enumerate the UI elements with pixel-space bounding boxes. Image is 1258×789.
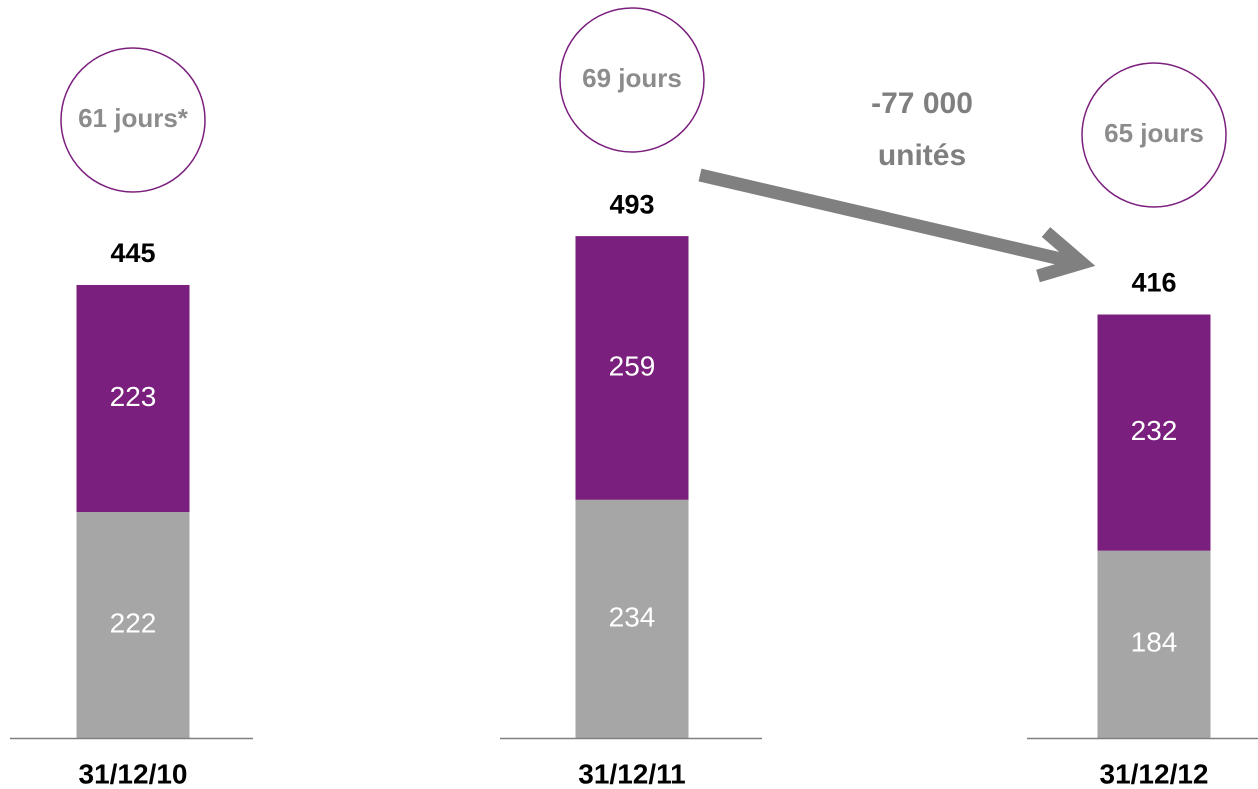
bar-segment bbox=[575, 499, 689, 738]
value-label: 234 bbox=[609, 601, 656, 632]
value-label: 232 bbox=[1131, 415, 1178, 446]
value-label: 184 bbox=[1131, 627, 1178, 658]
circle-badge bbox=[60, 47, 206, 193]
annotation: unités bbox=[878, 139, 966, 172]
arrow bbox=[698, 168, 1096, 283]
bar-segment bbox=[1097, 314, 1211, 551]
bar-segment bbox=[76, 512, 190, 738]
value-label: 259 bbox=[609, 350, 656, 381]
bar-segment bbox=[76, 284, 190, 513]
total-label: 445 bbox=[110, 238, 155, 268]
circle-label: 65 jours bbox=[1104, 118, 1204, 148]
value-label: 223 bbox=[110, 381, 157, 412]
x-tick-label: 31/12/12 bbox=[1100, 758, 1209, 789]
total-label: 416 bbox=[1131, 268, 1176, 298]
value-label: 222 bbox=[110, 607, 157, 638]
circle-label: 61 jours* bbox=[78, 103, 189, 133]
bar-segment bbox=[575, 236, 689, 500]
circle-label: 69 jours bbox=[582, 63, 682, 93]
x-tick-label: 31/12/11 bbox=[578, 758, 685, 789]
x-tick-label: 31/12/10 bbox=[79, 758, 188, 789]
bar-segment bbox=[1097, 550, 1211, 738]
annotation: -77 000 bbox=[871, 87, 973, 120]
total-label: 493 bbox=[609, 189, 654, 219]
circle-badge bbox=[1081, 62, 1227, 208]
circle-badge bbox=[559, 7, 705, 153]
